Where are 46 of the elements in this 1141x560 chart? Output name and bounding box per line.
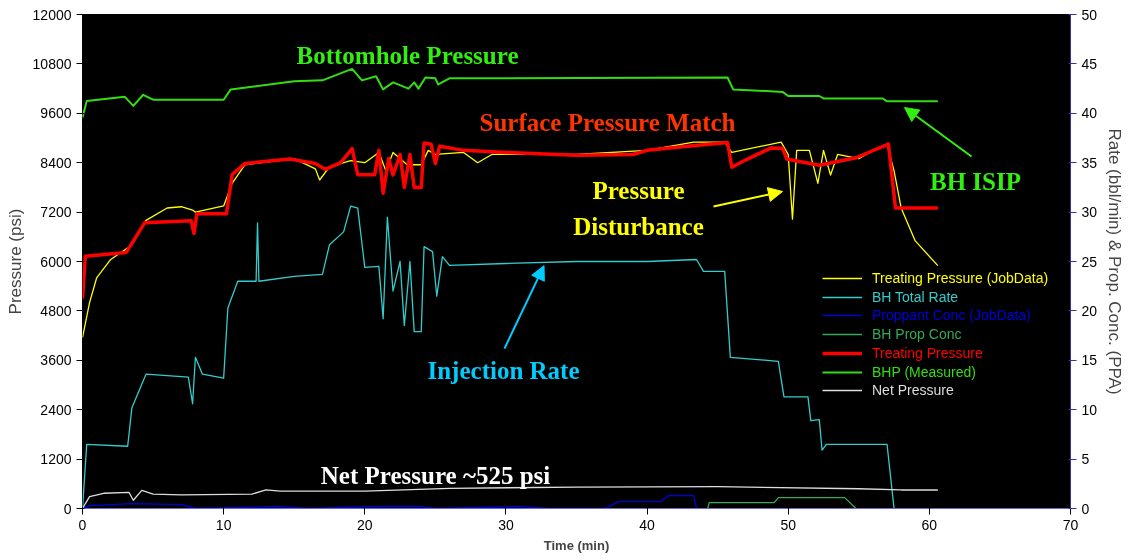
y-tick-label: 2400 bbox=[40, 401, 72, 418]
annotation: Surface Pressure Match bbox=[479, 109, 736, 136]
y-tick-label: 4800 bbox=[40, 302, 72, 319]
y2-tick-label: 15 bbox=[1081, 352, 1098, 369]
x-tick-label: 50 bbox=[780, 516, 797, 533]
x-tick-label: 60 bbox=[921, 516, 938, 533]
y-tick-label: 10800 bbox=[32, 55, 72, 72]
y-tick-label: 1200 bbox=[40, 451, 72, 468]
y2-tick-label: 35 bbox=[1081, 154, 1098, 171]
y-tick-label: 9600 bbox=[40, 105, 72, 122]
legend-label: Treating Pressure bbox=[872, 344, 983, 361]
y-tick-label: 6000 bbox=[40, 253, 72, 270]
y2-tick-label: 45 bbox=[1081, 55, 1098, 72]
y-axis-title: Pressure (psi) bbox=[5, 208, 25, 315]
y2-tick-label: 30 bbox=[1081, 204, 1098, 221]
x-tick-label: 0 bbox=[78, 516, 87, 533]
y-tick-label: 0 bbox=[63, 500, 72, 517]
x-tick-label: 10 bbox=[215, 516, 232, 533]
annotation: Pressure Disturbance bbox=[573, 177, 704, 240]
annotation: Bottomhole Pressure bbox=[296, 42, 519, 69]
y2-tick-label: 40 bbox=[1081, 105, 1098, 122]
annotation: Injection Rate bbox=[427, 357, 580, 384]
y2-tick-label: 20 bbox=[1081, 302, 1098, 319]
x-tick-label: 40 bbox=[639, 516, 656, 533]
y2-axis-title: Rate (bbl/min) & Prop. Conc. (PPA) bbox=[1105, 128, 1125, 395]
y2-tick-label: 10 bbox=[1081, 401, 1098, 418]
y2-tick-label: 5 bbox=[1081, 451, 1090, 468]
y-tick-label: 7200 bbox=[40, 204, 72, 221]
y2-tick-label: 50 bbox=[1081, 6, 1098, 23]
y-tick-label: 3600 bbox=[40, 352, 72, 369]
y-tick-label: 12000 bbox=[32, 6, 72, 23]
annotation: BH ISIP bbox=[930, 168, 1022, 195]
legend-label: BHP (Measured) bbox=[872, 363, 977, 380]
legend-label: Net Pressure bbox=[872, 382, 954, 399]
x-tick-label: 20 bbox=[357, 516, 373, 533]
legend-label: Treating Pressure (JobData) bbox=[872, 270, 1049, 286]
y2-tick-label: 0 bbox=[1081, 500, 1090, 517]
x-tick-label: 30 bbox=[498, 516, 514, 533]
x-tick-label: 70 bbox=[1062, 516, 1079, 533]
legend-label: BH Prop Conc bbox=[872, 326, 962, 343]
y2-tick-label: 25 bbox=[1081, 253, 1098, 270]
annotation: Net Pressure ~525 psi bbox=[320, 462, 551, 489]
legend-label: BH Total Rate bbox=[872, 288, 959, 305]
legend-label: Proppant Conc (JobData) bbox=[872, 307, 1031, 324]
y-tick-label: 8400 bbox=[40, 154, 72, 171]
x-axis-title: Time (min) bbox=[543, 537, 610, 553]
